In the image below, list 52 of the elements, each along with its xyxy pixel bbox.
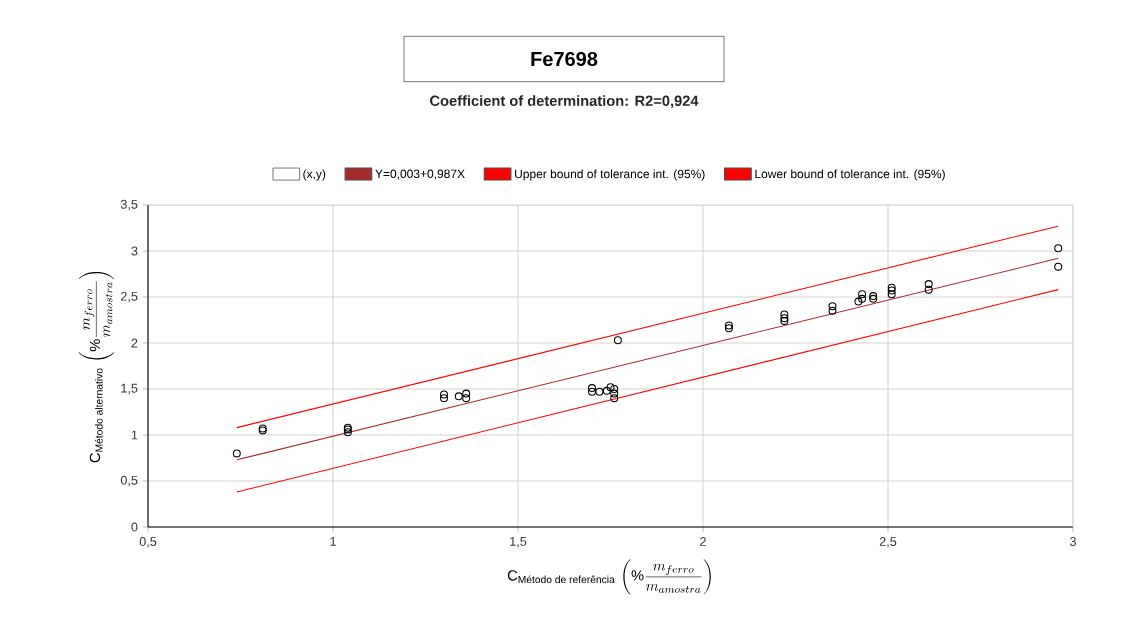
y-tick-label: 1 [131,430,138,440]
x-tick-label: 1,5 [510,537,527,548]
point [602,386,611,395]
point [1054,244,1063,253]
y-axis-title: $\text{C}_{\text{Método alternativo}}\,\left(\%\dfrac{m_{ferro}}{m_{amostra}}\right)$ [78,271,114,463]
point [462,389,471,398]
point [454,392,463,401]
chart-title: Fe7698 [531,51,598,67]
point [924,280,933,289]
x-axis-title: $\text{C}_{\text{Método de referência}}\,\left(\%\dfrac{m_{ferro}}{m_{amostra}}\right)$ [507,559,711,595]
x-tick-label: 1 [330,537,336,546]
point [854,297,863,306]
x-tick-label: 0,5 [139,537,157,548]
legend-label: Lower bound of tolerance int. (95%) [755,169,945,181]
legend-label: Y=0,003+0,987X [375,169,465,180]
point [780,310,789,319]
x-tick-label: 2,5 [879,537,897,548]
y-tick-label: 3,5 [120,199,138,211]
point [440,390,449,399]
point [924,285,933,294]
point [588,384,597,393]
x-tick-label: 2 [700,537,706,546]
point [887,290,896,299]
point [440,394,449,403]
point [606,383,615,392]
point [595,387,604,396]
y-tick-label: 3 [131,246,138,256]
point [858,294,867,303]
y-tick-label: 1,5 [121,383,138,395]
point [828,306,837,315]
chart-subtitle: Coefficient of determination: R2=0,924 [430,95,699,109]
point [887,286,896,295]
y-tick-label: 0 [131,522,138,532]
legend-label: (x,y) [303,169,326,181]
point [887,283,896,292]
point [724,324,733,333]
point [1054,262,1063,271]
y-tick-label: 2,5 [120,291,138,303]
legend-label: Upper bound of tolerance int. (95%) [515,169,705,181]
point [610,394,619,403]
point [610,384,619,393]
point [610,389,619,398]
y-tick-label: 2 [131,338,138,348]
point [232,449,241,458]
x-tick-label: 3 [1069,537,1076,546]
point [828,302,837,311]
point [462,394,471,403]
point [858,290,867,299]
point [588,387,597,396]
point [613,336,622,345]
point [724,321,733,330]
y-tick-label: 0,5 [120,475,138,487]
